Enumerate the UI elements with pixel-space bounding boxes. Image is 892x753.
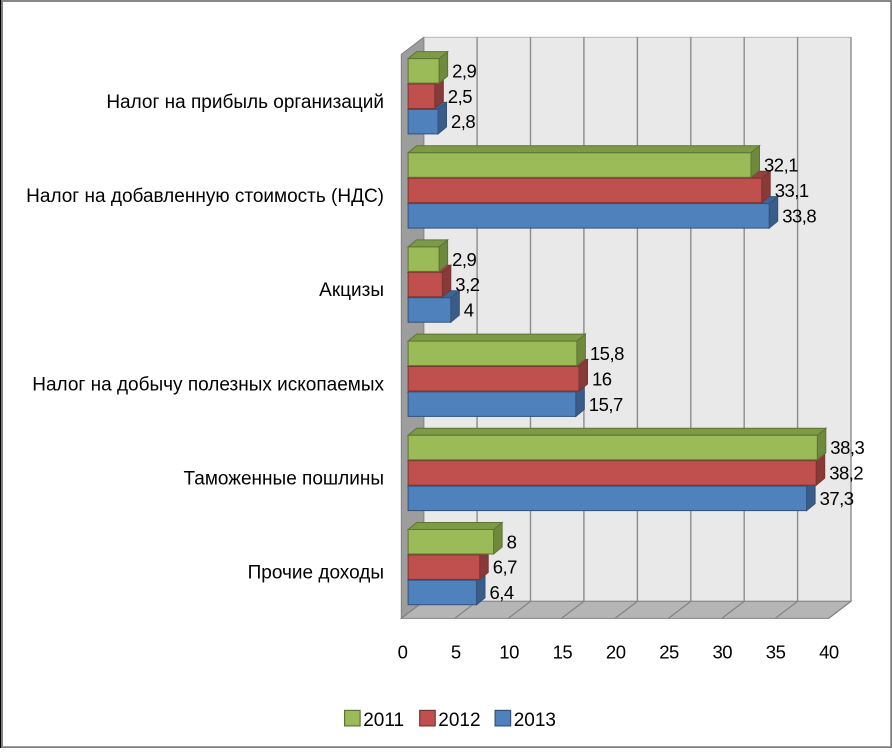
svg-text:2,8: 2,8 xyxy=(451,111,475,132)
svg-text:15: 15 xyxy=(553,642,573,663)
svg-text:0: 0 xyxy=(398,642,408,663)
svg-text:33,1: 33,1 xyxy=(775,180,809,201)
svg-text:2,5: 2,5 xyxy=(448,86,472,107)
svg-text:6,7: 6,7 xyxy=(493,557,517,578)
svg-text:2011: 2011 xyxy=(363,710,404,731)
svg-text:2013: 2013 xyxy=(514,710,556,731)
svg-text:38,3: 38,3 xyxy=(830,437,864,458)
svg-text:2,9: 2,9 xyxy=(452,249,476,270)
svg-text:2012: 2012 xyxy=(438,710,480,731)
svg-text:Налог на добычу полезных ископ: Налог на добычу полезных ископаемых xyxy=(32,374,384,395)
svg-text:2,9: 2,9 xyxy=(452,60,476,81)
svg-text:38,2: 38,2 xyxy=(829,463,863,484)
svg-text:Таможенные пошлины: Таможенные пошлины xyxy=(184,469,384,490)
svg-text:3,2: 3,2 xyxy=(455,274,479,295)
svg-text:37,3: 37,3 xyxy=(820,488,854,509)
svg-text:Прочие доходы: Прочие доходы xyxy=(248,563,384,584)
svg-text:16: 16 xyxy=(592,368,612,389)
svg-text:30: 30 xyxy=(713,642,733,663)
svg-text:Налог на добавленную стоимость: Налог на добавленную стоимость (НДС) xyxy=(26,186,384,207)
svg-text:20: 20 xyxy=(606,642,626,663)
svg-text:33,8: 33,8 xyxy=(782,205,816,226)
svg-text:40: 40 xyxy=(819,642,839,663)
svg-text:25: 25 xyxy=(659,642,679,663)
svg-text:4: 4 xyxy=(464,300,474,321)
svg-text:32,1: 32,1 xyxy=(764,155,798,176)
svg-text:Акцизы: Акцизы xyxy=(319,280,384,301)
svg-text:10: 10 xyxy=(499,642,519,663)
svg-text:8: 8 xyxy=(507,531,517,552)
svg-text:6,4: 6,4 xyxy=(490,582,514,603)
svg-text:5: 5 xyxy=(451,642,461,663)
svg-text:15,8: 15,8 xyxy=(590,343,624,364)
svg-text:35: 35 xyxy=(766,642,786,663)
svg-text:Налог на прибыль организаций: Налог на прибыль организаций xyxy=(106,92,384,113)
svg-text:15,7: 15,7 xyxy=(589,394,623,415)
